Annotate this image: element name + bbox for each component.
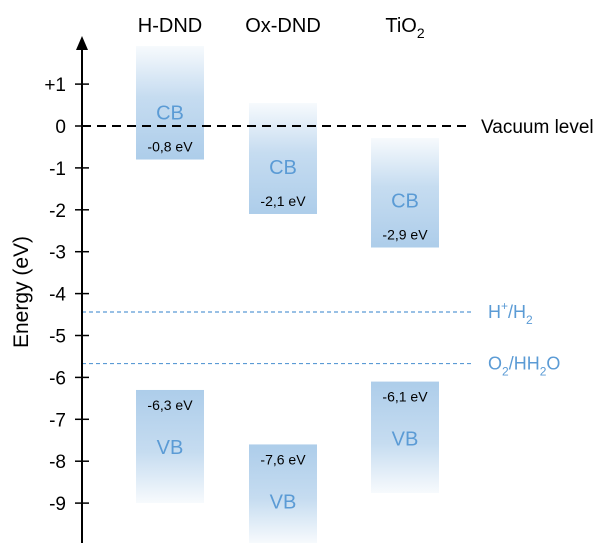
vb-label: VB [270,491,297,513]
material-name: Ox-DND [245,15,321,37]
y-tick-label: -5 [49,327,66,348]
material-name: H-DND [138,15,202,37]
vb-edge-energy: -6,1 eV [382,389,428,405]
vb-label: VB [392,429,419,451]
y-tick-label: -6 [49,368,66,389]
conduction-band-2 [249,103,317,214]
y-tick-label: 0 [55,117,66,138]
cb-edge-energy: -0,8 eV [147,139,193,155]
y-tick-label: -4 [49,285,66,306]
vb-label: VB [157,437,184,459]
y-tick-label: -9 [49,494,66,515]
valence-band-1 [136,389,204,503]
redox-level-label: H+/H2 [488,299,533,327]
y-tick-label: -3 [49,243,66,264]
cb-label: CB [156,103,184,125]
y-tick-label: -1 [49,159,66,180]
cb-edge-energy: -2,9 eV [382,227,428,243]
cb-label: CB [391,191,419,213]
redox-level-label: O2/HH2O [488,354,560,379]
conduction-band-1 [136,46,204,160]
valence-band-2 [249,444,317,543]
cb-label: CB [269,157,297,179]
y-tick-label: -8 [49,452,66,473]
y-axis-title: Energy (eV) [10,236,33,348]
material-name: TiO2 [385,15,424,41]
conduction-band-3 [371,138,439,248]
vacuum-level-label: Vacuum level [481,117,594,138]
y-tick-label: -2 [49,201,66,222]
y-tick-label: -7 [49,410,66,431]
cb-edge-energy: -2,1 eV [260,193,306,209]
vb-edge-energy: -7,6 eV [260,451,306,467]
y-tick-label: +1 [44,75,66,96]
valence-band-3 [371,381,439,493]
y-axis-arrow [76,36,88,50]
vb-edge-energy: -6,3 eV [147,397,193,413]
